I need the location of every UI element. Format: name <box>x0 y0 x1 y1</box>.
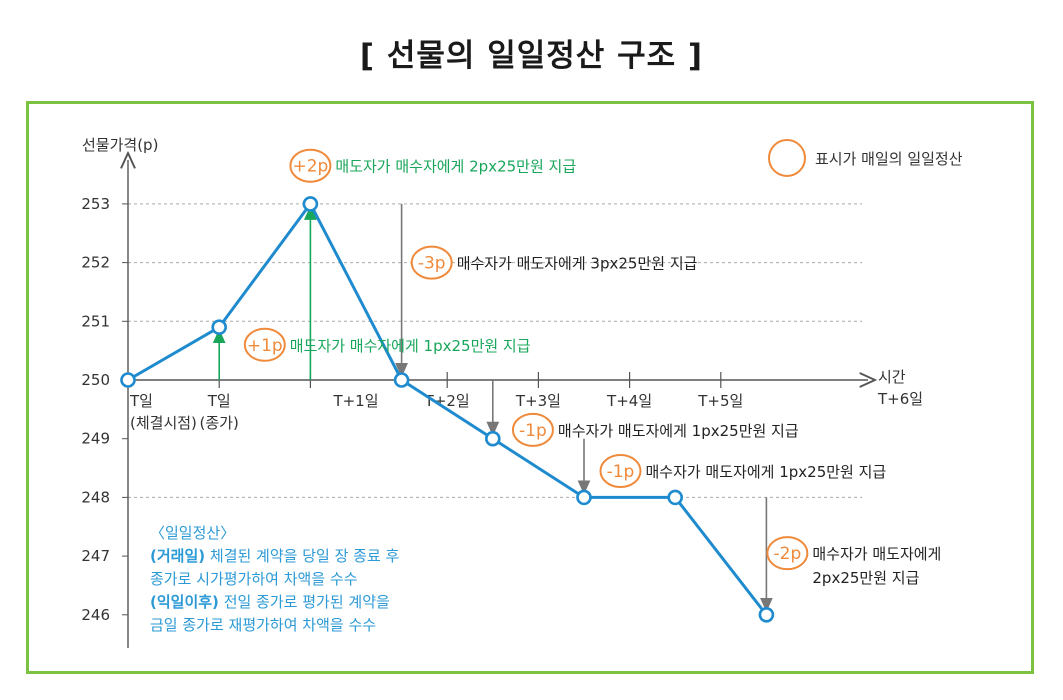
settlement-text: 매수자가 매도자에게 <box>812 545 941 563</box>
settlement-badge-circle <box>599 453 642 488</box>
settlement-text: 매수자가 매도자에게 3px25만원 지급 <box>457 255 698 273</box>
chart-frame <box>26 101 1034 674</box>
settlement-badge-label: -1p <box>607 462 635 482</box>
y-axis-label: 선물가격(p) <box>82 136 158 154</box>
note-line-1: (거래일) 체결된 계약을 당일 장 종료 후 <box>150 547 400 565</box>
page-title: [ 선물의 일일정산 구조 ] <box>359 38 704 74</box>
y-tick-label: 246 <box>81 606 110 624</box>
note-line-3: (익일이후) 전일 종가로 평가된 계약을 <box>150 593 390 611</box>
y-tick-label: 253 <box>81 195 110 213</box>
x-tick-label: T+5일 <box>697 392 743 410</box>
settlement-badge-label: +1p <box>247 336 283 356</box>
x-tick-label: T+1일 <box>332 392 378 410</box>
settlement-badge-circle <box>766 536 809 571</box>
x-tick-label: T+3일 <box>515 392 561 410</box>
settlement-text: 2px25만원 지급 <box>812 569 919 587</box>
settlement-badge-circle <box>511 412 554 447</box>
price-point <box>576 489 592 506</box>
settlement-badge-label: -1p <box>519 421 547 441</box>
price-point <box>120 372 136 388</box>
price-point <box>302 196 319 212</box>
settlement-badge-label: -3p <box>418 254 446 274</box>
settlement-badge-circle <box>243 327 286 362</box>
y-tick-label: 247 <box>81 547 110 565</box>
settlement-badge-circle <box>289 148 332 183</box>
settlement-badge-label: -2p <box>774 544 802 564</box>
y-tick-label: 252 <box>81 254 110 272</box>
note-line-2: 종가로 시가평가하여 차액을 수수 <box>150 570 358 588</box>
settlement-note: 〈일일정산〉 (거래일) 체결된 계약을 당일 장 종료 후 종가로 시가평가하… <box>150 522 490 637</box>
note-line-4: 금일 종가로 재평가하여 차액을 수수 <box>150 616 377 634</box>
price-point <box>667 489 684 506</box>
x-tick-label: 시간 <box>878 368 906 386</box>
x-tick-label: (체결시점) <box>130 414 197 432</box>
note-heading: 〈일일정산〉 <box>150 524 236 542</box>
x-tick-label: (종가) <box>200 414 239 432</box>
legend-circle-icon <box>768 139 806 177</box>
y-tick-label: 251 <box>81 312 110 330</box>
x-tick-label: T+4일 <box>606 392 652 410</box>
y-tick-label: 248 <box>81 488 110 506</box>
y-tick-label: 250 <box>81 371 110 389</box>
price-line <box>127 202 768 616</box>
x-tick-label: T+2일 <box>424 392 470 410</box>
price-point <box>211 319 227 335</box>
settlement-badge-label: +2p <box>292 157 328 177</box>
price-point <box>484 430 501 447</box>
x-tick-label: T+6일 <box>877 390 923 408</box>
y-tick-label: 249 <box>81 430 110 448</box>
settlement-text: 매도자가 매수자에게 1px25만원 지급 <box>290 337 531 355</box>
settlement-text: 매수자가 매도자에게 1px25만원 지급 <box>645 463 886 481</box>
price-point <box>758 606 775 623</box>
price-point <box>393 372 410 388</box>
settlement-text: 매도자가 매수자에게 2px25만원 지급 <box>335 158 576 176</box>
x-tick-label: T일 <box>129 392 153 410</box>
x-tick-label: T일 <box>207 392 231 410</box>
settlement-badge-circle <box>410 245 453 280</box>
legend-label: 표시가 매일의 일일정산 <box>815 150 963 168</box>
settlement-text: 매수자가 매도자에게 1px25만원 지급 <box>558 422 799 440</box>
